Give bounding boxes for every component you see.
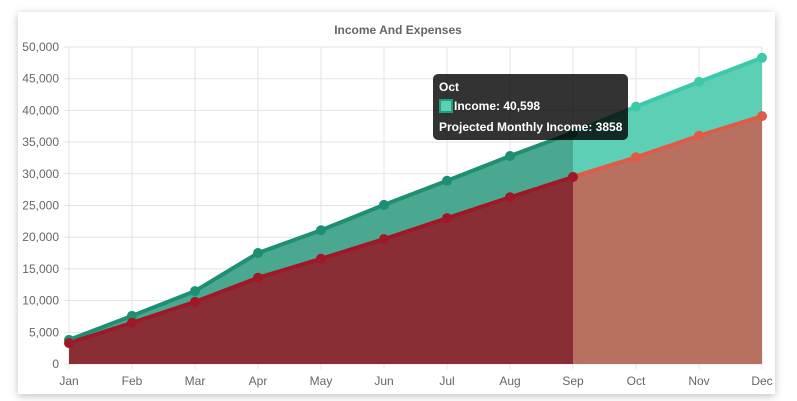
x-tick-label: Dec xyxy=(751,374,772,388)
x-tick-label: Jan xyxy=(59,374,78,388)
x-tick-label: Jul xyxy=(439,374,454,388)
expenses-point xyxy=(190,296,200,307)
income-point xyxy=(757,52,767,63)
expenses-projected-area xyxy=(573,116,762,364)
income-point xyxy=(190,286,200,297)
expenses-point xyxy=(694,130,704,141)
expenses-point xyxy=(757,111,767,122)
expenses-point xyxy=(442,213,452,224)
tooltip: Oct Income: 40,598 Projected Monthly Inc… xyxy=(433,74,628,140)
expenses-actual-area xyxy=(69,176,573,364)
income-point xyxy=(316,225,326,236)
y-tick-label: 25,000 xyxy=(22,199,59,213)
x-tick-label: Apr xyxy=(249,374,268,388)
y-tick-label: 20,000 xyxy=(22,230,59,244)
expenses-point xyxy=(64,338,74,349)
x-tick-label: Jun xyxy=(374,374,393,388)
x-tick-label: Oct xyxy=(627,374,646,388)
tooltip-income: Income: 40,598 xyxy=(454,99,541,113)
y-tick-label: 5,000 xyxy=(29,325,59,339)
y-tick-label: 40,000 xyxy=(22,103,59,117)
expenses-point xyxy=(253,272,263,283)
expenses-point xyxy=(631,152,641,163)
y-tick-label: 50,000 xyxy=(22,40,59,54)
expenses-point xyxy=(505,192,515,203)
chart-title: Income And Expenses xyxy=(334,23,462,37)
income-point xyxy=(442,175,452,186)
expenses-point xyxy=(568,171,578,182)
x-tick-label: May xyxy=(310,374,333,388)
tooltip-projected: Projected Monthly Income: 3858 xyxy=(439,120,623,134)
expenses-point xyxy=(127,317,137,328)
y-tick-label: 45,000 xyxy=(22,72,59,86)
x-tick-label: Sep xyxy=(562,374,584,388)
y-tick-label: 0 xyxy=(52,357,59,371)
y-tick-label: 30,000 xyxy=(22,167,59,181)
x-tick-label: Mar xyxy=(185,374,206,388)
income-point xyxy=(379,199,389,210)
income-point xyxy=(127,310,137,321)
expenses-point xyxy=(316,253,326,264)
income-point xyxy=(505,151,515,162)
income-swatch-icon xyxy=(439,99,453,113)
income-point xyxy=(253,248,263,259)
x-tick-label: Nov xyxy=(688,374,709,388)
x-tick-label: Feb xyxy=(122,374,143,388)
y-tick-label: 10,000 xyxy=(22,294,59,308)
y-tick-label: 15,000 xyxy=(22,262,59,276)
expenses-projected-line xyxy=(572,114,763,179)
income-point xyxy=(694,76,704,87)
expenses-point xyxy=(379,234,389,245)
income-point xyxy=(631,101,641,112)
x-tick-label: Aug xyxy=(499,374,520,388)
y-tick-label: 35,000 xyxy=(22,135,59,149)
tooltip-title: Oct xyxy=(439,80,460,94)
